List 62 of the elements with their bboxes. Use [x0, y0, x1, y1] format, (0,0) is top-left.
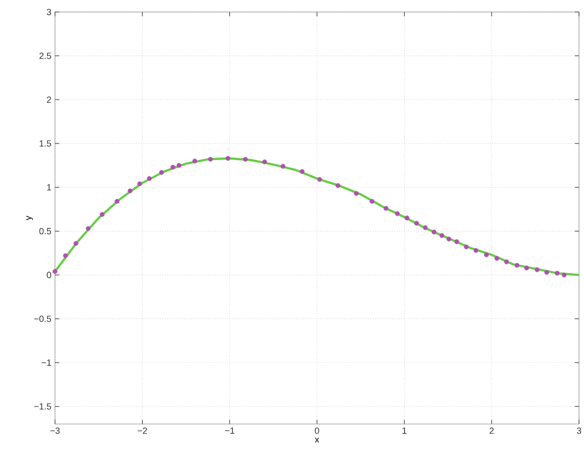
x-tick-label: −1	[224, 428, 234, 434]
point	[504, 259, 509, 264]
point	[170, 164, 176, 170]
x-tick-label: 2	[490, 428, 494, 434]
point	[74, 241, 78, 246]
y-tick-label: 0	[46, 272, 52, 278]
point	[317, 177, 322, 182]
point	[300, 169, 305, 174]
point	[100, 212, 105, 217]
point	[524, 266, 529, 270]
point	[384, 206, 388, 211]
y-tick-label: 3	[46, 8, 52, 16]
point	[336, 183, 340, 188]
point	[280, 164, 286, 169]
point	[422, 225, 428, 230]
point	[370, 198, 374, 204]
point	[52, 269, 58, 274]
point	[262, 160, 267, 164]
point	[440, 233, 444, 238]
point	[432, 230, 436, 234]
x-tick-label: 0	[314, 428, 320, 434]
y-tick-label: −1	[42, 360, 52, 366]
point	[534, 267, 540, 272]
point	[146, 176, 152, 181]
point	[86, 226, 91, 231]
point	[354, 191, 359, 196]
y-tick-label: −1.5	[34, 403, 52, 410]
y-tick-label: 2	[46, 96, 52, 103]
point	[63, 253, 68, 258]
y-tick-label: 2.5	[39, 52, 52, 60]
point	[114, 198, 120, 204]
y-tick-label: 1.5	[40, 140, 52, 147]
point	[242, 156, 248, 162]
point	[404, 216, 410, 220]
point	[544, 270, 550, 275]
point	[394, 211, 400, 216]
point	[226, 156, 230, 161]
point	[514, 262, 520, 268]
point	[494, 256, 500, 261]
y-tick-label: −0.5	[34, 316, 52, 322]
point	[192, 158, 198, 164]
point	[562, 272, 567, 278]
y-tick-label: 1	[47, 184, 52, 190]
y-axis-title: y	[26, 216, 33, 220]
point	[454, 239, 460, 244]
x-tick-label: −2	[138, 428, 147, 434]
point	[474, 248, 478, 253]
point	[137, 181, 142, 186]
y-tick-label: 0.5	[39, 228, 52, 234]
x-axis-title: x	[314, 438, 320, 442]
point	[414, 220, 419, 226]
x-tick-label: 1	[402, 428, 406, 434]
x-tick-label: −3	[50, 428, 60, 434]
point	[208, 156, 213, 162]
x-tick-label: 3	[576, 428, 582, 434]
point	[128, 188, 132, 194]
point	[554, 270, 560, 276]
point	[176, 163, 182, 168]
point	[446, 236, 452, 242]
point	[484, 252, 489, 258]
point	[159, 170, 164, 175]
point	[464, 244, 469, 250]
